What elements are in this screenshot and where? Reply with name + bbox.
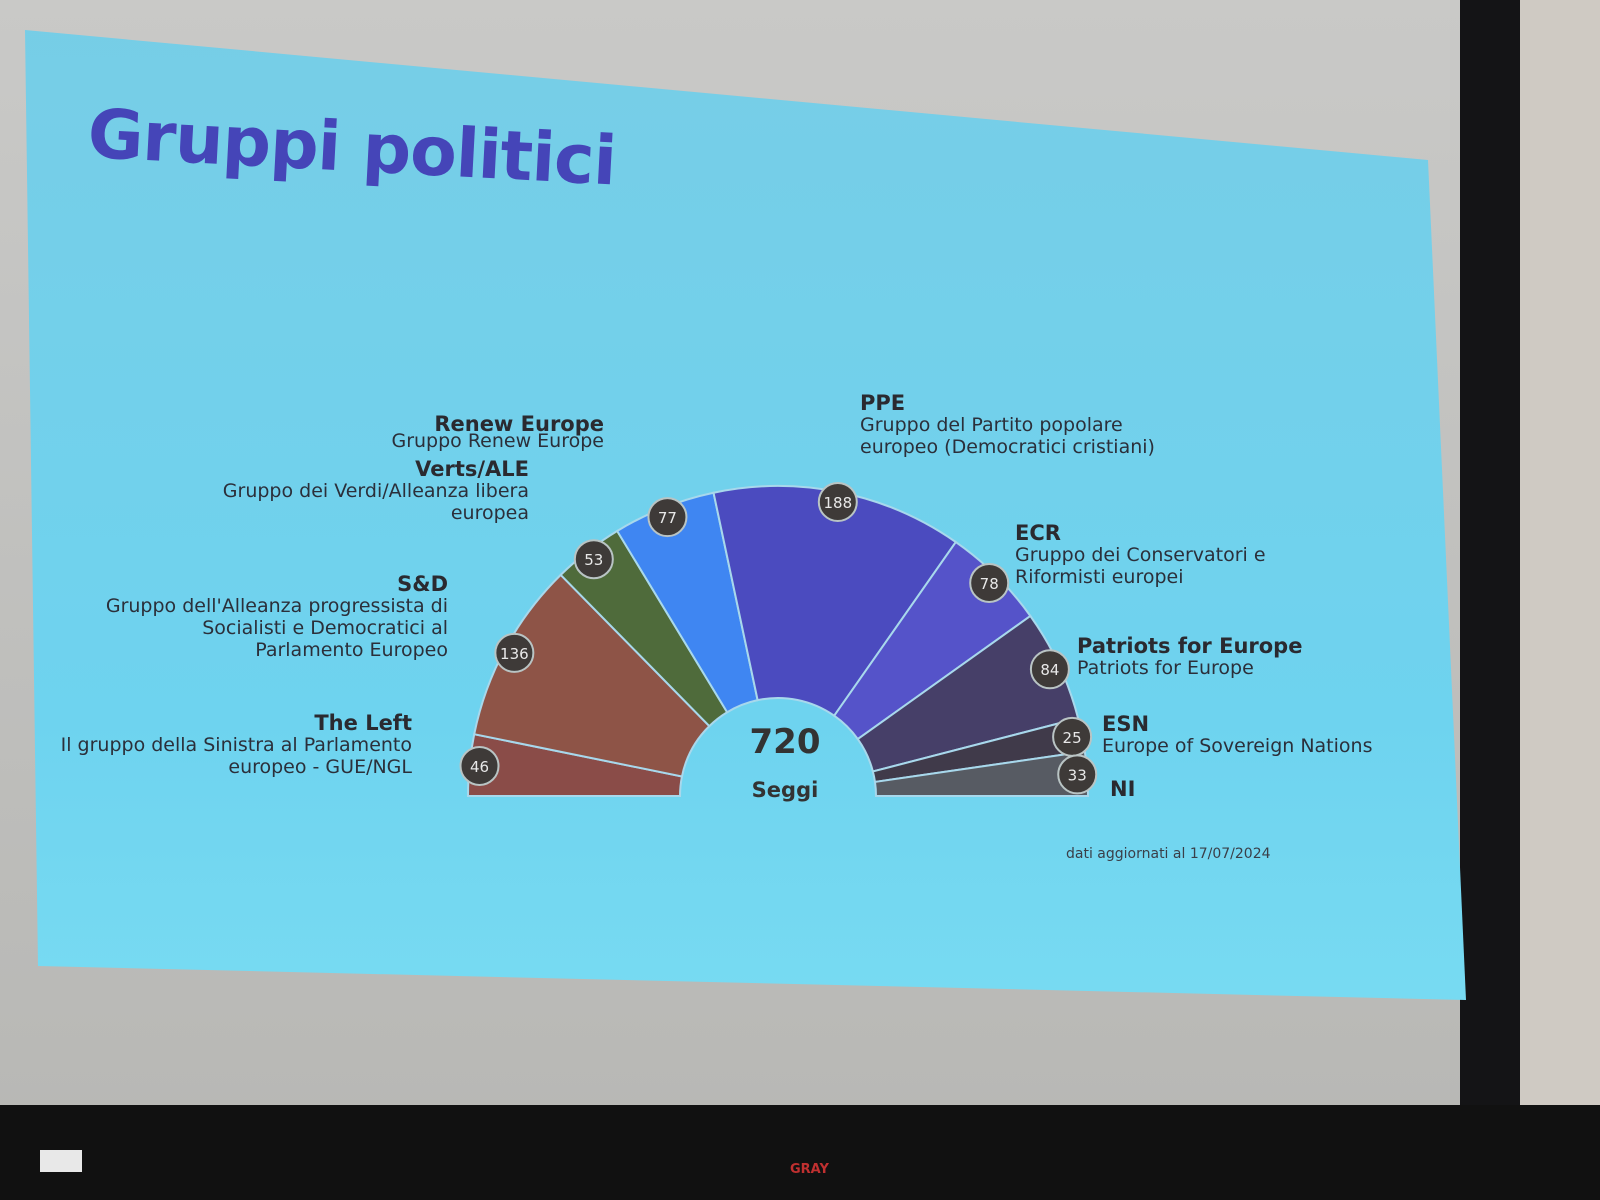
seat-badge: [459, 745, 500, 786]
seat-badge: [494, 632, 535, 673]
label-verts: Verts/ALE Gruppo dei Verdi/Alleanza liber…: [195, 458, 529, 524]
group-short: S&D: [397, 572, 448, 596]
seat-count: 46: [470, 758, 489, 776]
seat-count: 25: [1063, 729, 1082, 747]
group-short: Renew Europe: [434, 412, 604, 436]
label-ni: NI: [1110, 778, 1190, 800]
label-ecr: ECR Gruppo dei Conservatori e Riformisti …: [1015, 522, 1275, 588]
segment-s-d: [473, 573, 711, 778]
group-short: ECR: [1015, 521, 1061, 545]
total-seats-label: Seggi: [751, 778, 819, 802]
seat-badge: [969, 562, 1010, 603]
brand-logo: GRAY: [790, 1162, 829, 1177]
seat-badge: [573, 539, 614, 580]
total-seats: 720: [749, 722, 821, 762]
group-short: PPE: [860, 391, 906, 415]
label-sd: S&D Gruppo dell'Alleanza progressista di …: [95, 573, 448, 661]
barcode-sticker: [40, 1150, 82, 1172]
seat-count: 53: [584, 551, 603, 569]
seat-count: 188: [823, 494, 852, 512]
seat-count: 84: [1040, 661, 1059, 679]
label-renew: Renew Europe Gruppo Renew Europe: [360, 412, 604, 452]
group-short: NI: [1110, 777, 1136, 801]
group-name: Gruppo Renew Europe: [391, 430, 604, 452]
group-short: The Left: [314, 711, 412, 735]
screen-frame: [1460, 0, 1520, 1200]
seat-count: 78: [980, 575, 999, 593]
side-wall: [1520, 0, 1600, 1200]
group-name: Gruppo dei Conservatori e Riformisti eur…: [1015, 544, 1266, 588]
group-name: Patriots for Europe: [1077, 657, 1254, 679]
label-the-left: The Left Il gruppo della Sinistra al Parl…: [60, 712, 412, 778]
label-esn: ESN Europe of Sovereign Nations: [1102, 713, 1392, 757]
group-name: Gruppo del Partito popolare europeo (Dem…: [860, 414, 1155, 458]
screen-bezel: [0, 1105, 1600, 1200]
seat-badge: [817, 482, 858, 523]
label-patriots: Patriots for Europe Patriots for Europe: [1077, 635, 1337, 679]
group-short: Verts/ALE: [415, 457, 529, 481]
seat-count: 33: [1068, 766, 1087, 784]
seat-badge: [647, 497, 688, 538]
segment-ppe: [712, 485, 958, 718]
group-short: Patriots for Europe: [1077, 634, 1303, 658]
date-note: dati aggiornati al 17/07/2024: [1066, 846, 1271, 862]
seat-badge: [1057, 754, 1098, 795]
group-name: Europe of Sovereign Nations: [1102, 735, 1373, 757]
seat-count: 77: [658, 509, 677, 527]
group-short: ESN: [1102, 712, 1150, 736]
seat-badge: [1029, 649, 1070, 690]
group-name: Gruppo dell'Alleanza progressista di Soc…: [105, 595, 448, 661]
seat-count: 136: [500, 645, 529, 663]
group-name: Il gruppo della Sinistra al Parlamento e…: [60, 734, 412, 778]
label-ppe: PPE Gruppo del Partito popolare europeo (…: [860, 392, 1160, 458]
group-name: Gruppo dei Verdi/Alleanza libera europea: [222, 480, 529, 524]
